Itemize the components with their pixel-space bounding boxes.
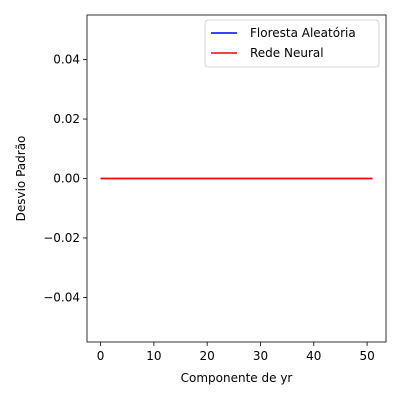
- y-tick-label: 0.00: [53, 172, 80, 186]
- y-tick-label: 0.04: [53, 53, 80, 67]
- x-tick-label: 10: [146, 349, 161, 363]
- x-tick-label: 50: [359, 349, 374, 363]
- y-tick-label: −0.04: [43, 290, 80, 304]
- y-axis-ticks: −0.04 −0.02 0.00 0.02 0.04: [43, 53, 87, 304]
- x-tick-label: 0: [97, 349, 105, 363]
- x-tick-label: 20: [200, 349, 215, 363]
- y-tick-label: 0.02: [53, 112, 80, 126]
- y-tick-label: −0.02: [43, 231, 80, 245]
- legend-label: Rede Neural: [250, 46, 324, 60]
- x-tick-label: 30: [253, 349, 268, 363]
- y-axis-label: Desvio Padrão: [14, 136, 28, 222]
- x-tick-label: 40: [306, 349, 321, 363]
- x-axis-ticks: 0 10 20 30 40 50: [97, 342, 375, 363]
- legend: Floresta Aleatória Rede Neural: [204, 19, 380, 68]
- x-axis-label: Componente de yr: [181, 371, 293, 385]
- legend-box: [204, 19, 380, 68]
- legend-label: Floresta Aleatória: [250, 26, 356, 40]
